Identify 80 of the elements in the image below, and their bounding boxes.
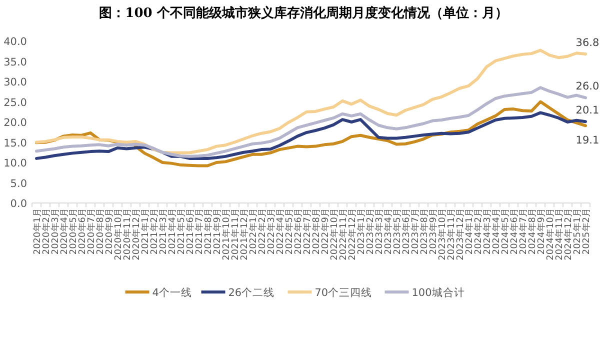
legend-label: 26个二线 [228, 286, 275, 299]
x-tick-label: 2021年2月 [149, 208, 160, 255]
x-tick-label: 2021年6月 [185, 208, 196, 255]
x-tick-label: 2022年6月 [293, 208, 304, 255]
x-tick-label: 2023年11月 [446, 208, 457, 260]
x-tick-label: 2021年12月 [239, 208, 250, 260]
x-tick-label: 2024年2月 [473, 208, 484, 255]
x-tick-label: 2024年11月 [554, 208, 565, 260]
x-tick-label: 2023年8月 [419, 208, 430, 255]
x-tick-label: 2023年12月 [455, 208, 466, 260]
x-tick-label: 2023年5月 [392, 208, 403, 255]
x-tick-label: 2020年11月 [122, 208, 133, 260]
x-tick-label: 2020年8月 [95, 208, 106, 255]
x-tick-label: 2024年6月 [509, 208, 520, 255]
x-tick-label: 2025年2月 [581, 208, 592, 255]
data-label: 36.8 [576, 36, 600, 49]
x-tick-label: 2021年4月 [167, 208, 178, 255]
x-tick-label: 2020年3月 [50, 208, 61, 255]
x-tick-label: 2023年6月 [401, 208, 412, 255]
x-tick-label: 2022年7月 [302, 208, 313, 255]
x-tick-label: 2024年12月 [563, 208, 574, 260]
x-tick-label: 2021年1月 [140, 208, 151, 255]
data-label: 19.1 [576, 134, 600, 147]
x-tick-label: 2022年3月 [266, 208, 277, 255]
x-tick-label: 2020年7月 [86, 208, 97, 255]
legend-label: 70个三四线 [314, 286, 372, 299]
y-tick-label: 20.0 [4, 117, 27, 129]
x-tick-label: 2024年7月 [518, 208, 529, 255]
x-tick-label: 2020年1月 [32, 208, 43, 255]
x-tick-label: 2024年8月 [527, 208, 538, 255]
x-tick-label: 2021年7月 [194, 208, 205, 255]
data-label: 26.0 [576, 80, 600, 93]
x-tick-label: 2020年2月 [41, 208, 52, 255]
y-tick-label: 5.0 [10, 178, 27, 190]
x-tick-label: 2021年10月 [221, 208, 232, 260]
y-tick-label: 10.0 [4, 158, 27, 170]
x-tick-label: 2021年9月 [212, 208, 223, 255]
x-tick-label: 2020年12月 [131, 208, 142, 260]
x-tick-label: 2020年10月 [113, 208, 124, 260]
chart-title: 图：100 个不同能级城市狭义库存消化周期月度变化情况（单位：月） [99, 5, 508, 21]
x-tick-label: 2021年3月 [158, 208, 169, 255]
x-tick-label: 2023年9月 [428, 208, 439, 255]
x-tick-label: 2025年1月 [572, 208, 583, 255]
x-tick-label: 2024年1月 [464, 208, 475, 255]
x-tick-label: 2024年5月 [500, 208, 511, 255]
x-tick-label: 2024年9月 [536, 208, 547, 255]
x-tick-label: 2023年3月 [374, 208, 385, 255]
y-tick-label: 40.0 [4, 36, 27, 48]
x-tick-label: 2021年5月 [176, 208, 187, 255]
legend-label: 4个一线 [152, 286, 192, 299]
x-tick-label: 2020年5月 [68, 208, 79, 255]
x-tick-label: 2022年8月 [311, 208, 322, 255]
x-tick-label: 2021年8月 [203, 208, 214, 255]
y-tick-label: 15.0 [4, 137, 27, 150]
x-tick-label: 2024年10月 [545, 208, 556, 260]
data-label: 20.1 [576, 104, 600, 117]
x-tick-label: 2020年6月 [77, 208, 88, 255]
x-tick-label: 2022年11月 [338, 208, 349, 260]
x-tick-label: 2023年10月 [437, 208, 448, 260]
y-tick-label: 0.0 [10, 198, 27, 210]
x-tick-label: 2021年11月 [230, 208, 241, 260]
x-tick-label: 2022年2月 [257, 208, 268, 255]
y-tick-label: 25.0 [4, 96, 27, 109]
x-tick-label: 2023年1月 [356, 208, 367, 255]
y-tick-label: 30.0 [4, 76, 27, 88]
x-tick-label: 2022年12月 [347, 208, 358, 260]
x-tick-label: 2020年4月 [59, 208, 70, 255]
x-tick-label: 2020年9月 [104, 208, 115, 255]
x-tick-label: 2022年4月 [275, 208, 286, 255]
y-tick-label: 35.0 [4, 56, 27, 68]
x-tick-label: 2022年10月 [329, 208, 340, 260]
x-tick-label: 2023年4月 [383, 208, 394, 255]
x-tick-label: 2024年3月 [482, 208, 493, 255]
x-tick-label: 2023年7月 [410, 208, 421, 255]
legend-label: 100城合计 [412, 286, 465, 299]
x-tick-label: 2022年5月 [284, 208, 295, 255]
x-tick-label: 2024年4月 [491, 208, 502, 255]
x-tick-label: 2022年9月 [320, 208, 331, 255]
x-tick-label: 2023年2月 [365, 208, 376, 255]
x-tick-label: 2022年1月 [248, 208, 259, 255]
